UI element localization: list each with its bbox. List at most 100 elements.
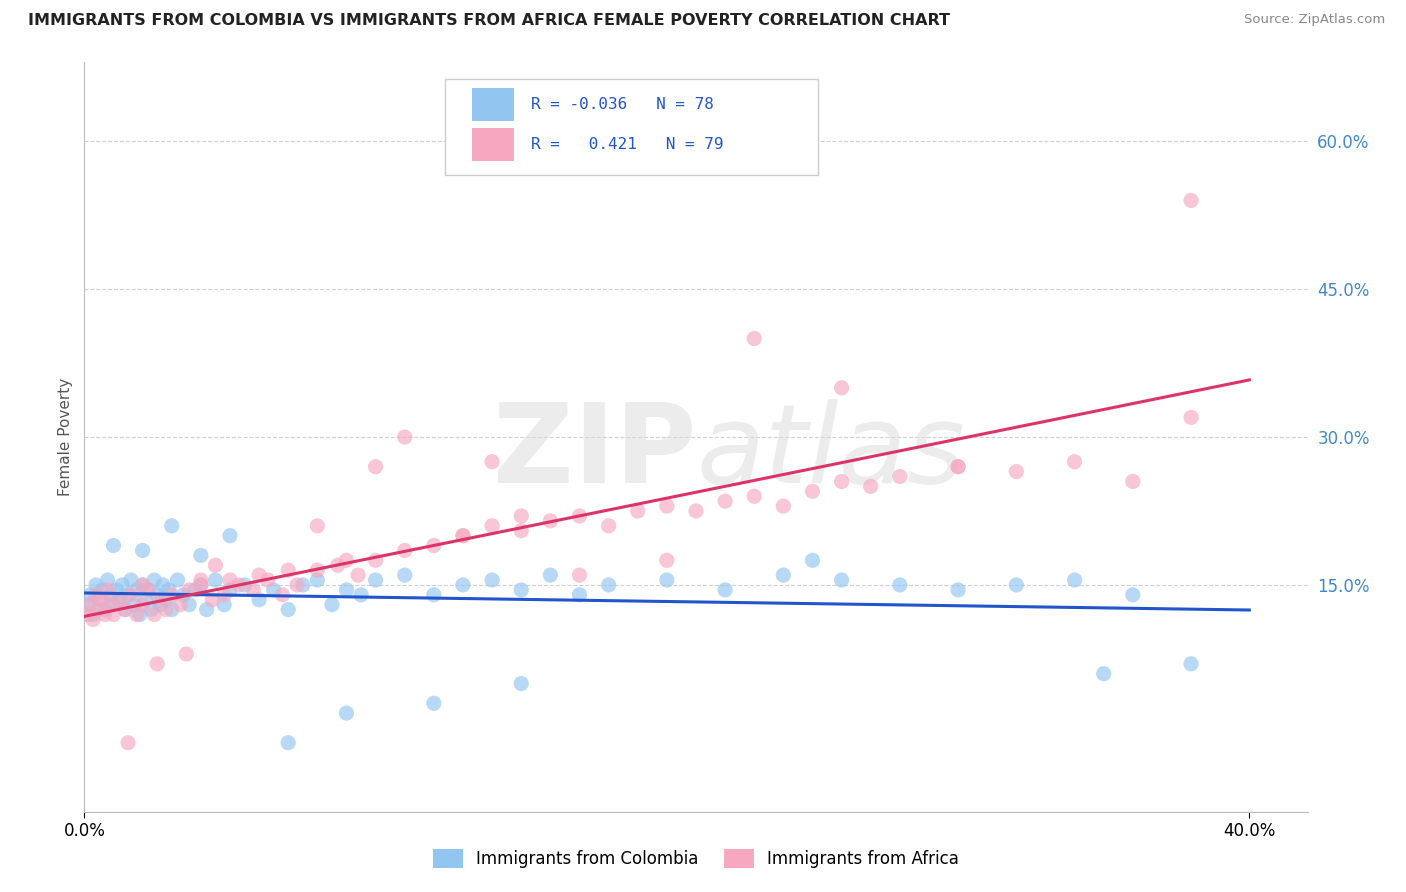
Point <box>157 582 180 597</box>
Point <box>122 598 145 612</box>
Point <box>685 504 707 518</box>
Point <box>627 504 650 518</box>
Point <box>510 676 533 690</box>
Point <box>568 568 591 582</box>
Point <box>166 573 188 587</box>
Point <box>1180 194 1202 208</box>
Point <box>201 592 224 607</box>
Point <box>247 568 270 582</box>
Point <box>93 607 115 622</box>
Point <box>742 331 765 345</box>
Point <box>451 529 474 543</box>
Y-axis label: Female Poverty: Female Poverty <box>58 378 73 496</box>
Point <box>120 573 142 587</box>
Point <box>1092 666 1115 681</box>
Point <box>128 607 150 622</box>
Point <box>212 588 235 602</box>
FancyBboxPatch shape <box>446 78 818 175</box>
Point <box>138 582 160 597</box>
Point <box>195 602 218 616</box>
Point <box>131 543 153 558</box>
Point <box>347 568 370 582</box>
Point <box>131 578 153 592</box>
Point <box>111 578 134 592</box>
Point <box>117 736 139 750</box>
Point <box>714 582 737 597</box>
Point <box>510 582 533 597</box>
Point <box>76 607 98 622</box>
Point <box>307 563 329 577</box>
Point <box>394 568 416 582</box>
Point <box>143 607 166 622</box>
Point <box>212 598 235 612</box>
Point <box>394 543 416 558</box>
Point <box>285 578 308 592</box>
Text: Source: ZipAtlas.com: Source: ZipAtlas.com <box>1244 13 1385 27</box>
Point <box>1180 410 1202 425</box>
Point <box>160 602 183 616</box>
Point <box>1122 588 1144 602</box>
Point <box>889 469 911 483</box>
Point <box>394 430 416 444</box>
FancyBboxPatch shape <box>472 128 513 161</box>
Point <box>801 553 824 567</box>
Point <box>423 588 446 602</box>
Point <box>568 588 591 602</box>
Point <box>174 647 197 661</box>
Point <box>714 494 737 508</box>
Point <box>125 607 148 622</box>
Point <box>190 573 212 587</box>
Point <box>108 592 131 607</box>
Point <box>271 588 294 602</box>
Point <box>335 553 357 567</box>
Text: IMMIGRANTS FROM COLOMBIA VS IMMIGRANTS FROM AFRICA FEMALE POVERTY CORRELATION CH: IMMIGRANTS FROM COLOMBIA VS IMMIGRANTS F… <box>28 13 950 29</box>
Point <box>103 539 125 553</box>
Point <box>277 563 299 577</box>
Point <box>190 578 212 592</box>
Point <box>160 518 183 533</box>
Point <box>155 592 177 607</box>
Point <box>87 592 110 607</box>
Point <box>90 582 112 597</box>
Point <box>481 455 503 469</box>
Point <box>103 598 125 612</box>
Point <box>291 578 314 592</box>
Point <box>90 592 112 607</box>
Point <box>219 582 242 597</box>
Point <box>242 582 264 597</box>
Point <box>184 582 207 597</box>
Point <box>100 588 122 602</box>
Point <box>335 706 357 720</box>
Point <box>204 573 226 587</box>
Point <box>946 459 969 474</box>
Point <box>138 582 160 597</box>
Point <box>97 582 120 597</box>
Point <box>655 553 678 567</box>
Point <box>946 582 969 597</box>
Point <box>228 578 250 592</box>
Point <box>152 578 174 592</box>
Point <box>423 696 446 710</box>
Point <box>79 588 101 602</box>
Point <box>277 602 299 616</box>
Text: R = -0.036   N = 78: R = -0.036 N = 78 <box>531 96 714 112</box>
Point <box>82 607 104 622</box>
Point <box>481 573 503 587</box>
Point <box>859 479 882 493</box>
Point <box>364 553 387 567</box>
Point <box>141 602 163 616</box>
Point <box>350 588 373 602</box>
Point <box>125 582 148 597</box>
Point <box>364 459 387 474</box>
Legend: Immigrants from Colombia, Immigrants from Africa: Immigrants from Colombia, Immigrants fro… <box>426 842 966 874</box>
Text: ZIP: ZIP <box>492 399 696 506</box>
Point <box>655 499 678 513</box>
Point <box>179 582 201 597</box>
Point <box>190 549 212 563</box>
Point <box>742 489 765 503</box>
Point <box>831 381 853 395</box>
Point <box>1063 573 1085 587</box>
Point <box>120 588 142 602</box>
Point <box>93 602 115 616</box>
Point <box>149 592 172 607</box>
